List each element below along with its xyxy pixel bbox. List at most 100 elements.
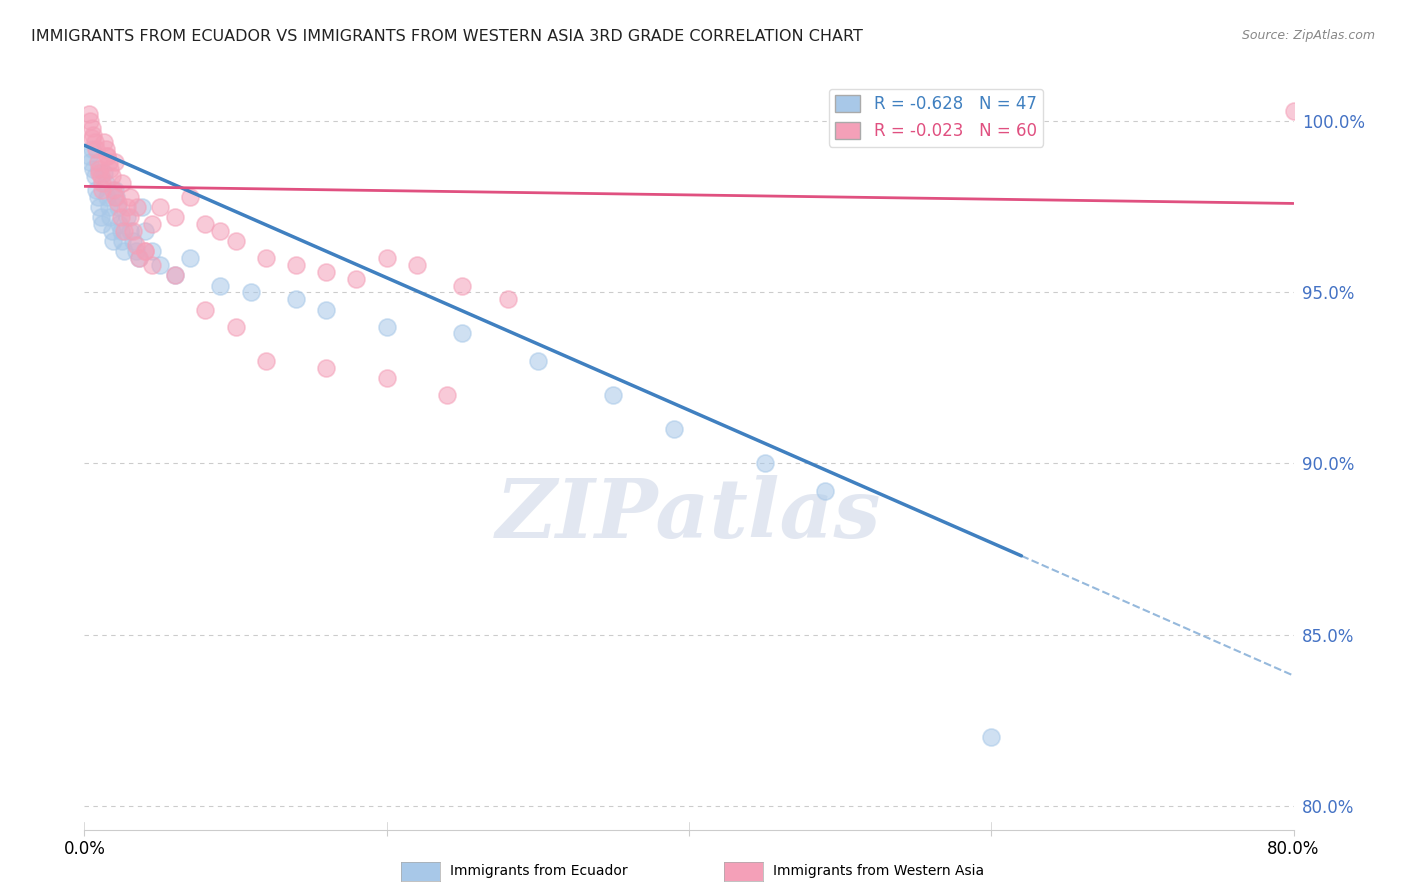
Point: [89, 200, 111, 214]
Point: [285, 292, 308, 306]
Point: [108, 217, 131, 231]
Point: [104, 189, 127, 203]
Text: Source: ZipAtlas.com: Source: ZipAtlas.com: [1241, 29, 1375, 42]
Point: [80, 142, 103, 156]
Point: [96, 189, 118, 203]
Point: [128, 251, 150, 265]
Point: [980, 730, 1002, 744]
Point: [254, 354, 277, 368]
Point: [121, 224, 143, 238]
Point: [662, 422, 685, 436]
Text: IMMIGRANTS FROM ECUADOR VS IMMIGRANTS FROM WESTERN ASIA 3RD GRADE CORRELATION CH: IMMIGRANTS FROM ECUADOR VS IMMIGRANTS FR…: [31, 29, 863, 44]
Point: [79, 155, 101, 169]
Point: [149, 258, 172, 272]
Point: [110, 224, 132, 238]
Point: [149, 200, 172, 214]
Point: [375, 371, 398, 385]
Point: [111, 234, 134, 248]
Point: [90, 210, 112, 224]
Point: [134, 224, 156, 238]
Point: [89, 166, 111, 180]
Point: [84, 135, 107, 149]
Point: [111, 176, 134, 190]
Text: Immigrants from Ecuador: Immigrants from Ecuador: [450, 864, 627, 879]
Point: [346, 271, 368, 285]
Point: [110, 210, 132, 224]
Point: [814, 483, 837, 498]
Point: [239, 285, 262, 300]
Point: [90, 169, 112, 183]
Point: [107, 196, 129, 211]
Point: [118, 210, 141, 224]
Point: [94, 142, 117, 156]
Point: [141, 244, 163, 259]
Text: Immigrants from Western Asia: Immigrants from Western Asia: [773, 864, 984, 879]
Point: [86, 142, 108, 156]
Point: [127, 200, 149, 214]
Point: [97, 155, 120, 169]
Point: [134, 244, 156, 259]
Point: [105, 189, 128, 203]
Point: [134, 244, 156, 259]
Point: [496, 292, 519, 306]
Point: [77, 148, 100, 162]
Text: ZIPatlas: ZIPatlas: [496, 475, 882, 555]
Point: [602, 388, 624, 402]
Point: [1282, 104, 1305, 119]
Point: [165, 268, 187, 283]
Point: [194, 217, 217, 231]
Point: [194, 302, 217, 317]
Point: [77, 107, 100, 121]
Legend: R = -0.628   N = 47, R = -0.023   N = 60: R = -0.628 N = 47, R = -0.023 N = 60: [828, 88, 1043, 146]
Point: [101, 234, 124, 248]
Point: [375, 319, 398, 334]
Point: [225, 319, 247, 334]
Point: [79, 114, 101, 128]
Point: [125, 244, 148, 259]
Point: [254, 251, 277, 265]
Point: [98, 210, 121, 224]
Point: [96, 148, 118, 162]
Point: [82, 128, 104, 142]
Point: [87, 155, 110, 169]
Point: [209, 224, 232, 238]
Point: [93, 135, 115, 149]
Point: [121, 234, 143, 248]
Point: [96, 148, 118, 162]
Point: [209, 278, 232, 293]
Point: [141, 258, 163, 272]
Point: [89, 162, 111, 177]
Point: [104, 155, 127, 169]
Point: [436, 388, 458, 402]
Point: [179, 189, 201, 203]
Point: [179, 251, 201, 265]
Point: [131, 200, 153, 214]
Point: [125, 237, 148, 252]
Point: [165, 210, 187, 224]
Point: [107, 200, 129, 214]
Point: [451, 278, 474, 293]
Point: [406, 258, 429, 272]
Point: [91, 183, 114, 197]
Point: [97, 200, 120, 214]
Point: [315, 360, 337, 375]
Point: [84, 169, 107, 183]
Point: [80, 131, 103, 145]
Point: [225, 234, 247, 248]
Point: [451, 326, 474, 341]
Point: [165, 268, 187, 283]
Point: [115, 200, 138, 214]
Point: [315, 265, 337, 279]
Point: [112, 224, 135, 238]
Point: [754, 457, 776, 471]
Point: [86, 183, 108, 197]
Point: [91, 217, 114, 231]
Point: [100, 224, 122, 238]
Point: [91, 176, 114, 190]
Point: [118, 224, 141, 238]
Point: [104, 183, 127, 197]
Point: [375, 251, 398, 265]
Point: [87, 189, 110, 203]
Point: [128, 251, 150, 265]
Point: [115, 210, 138, 224]
